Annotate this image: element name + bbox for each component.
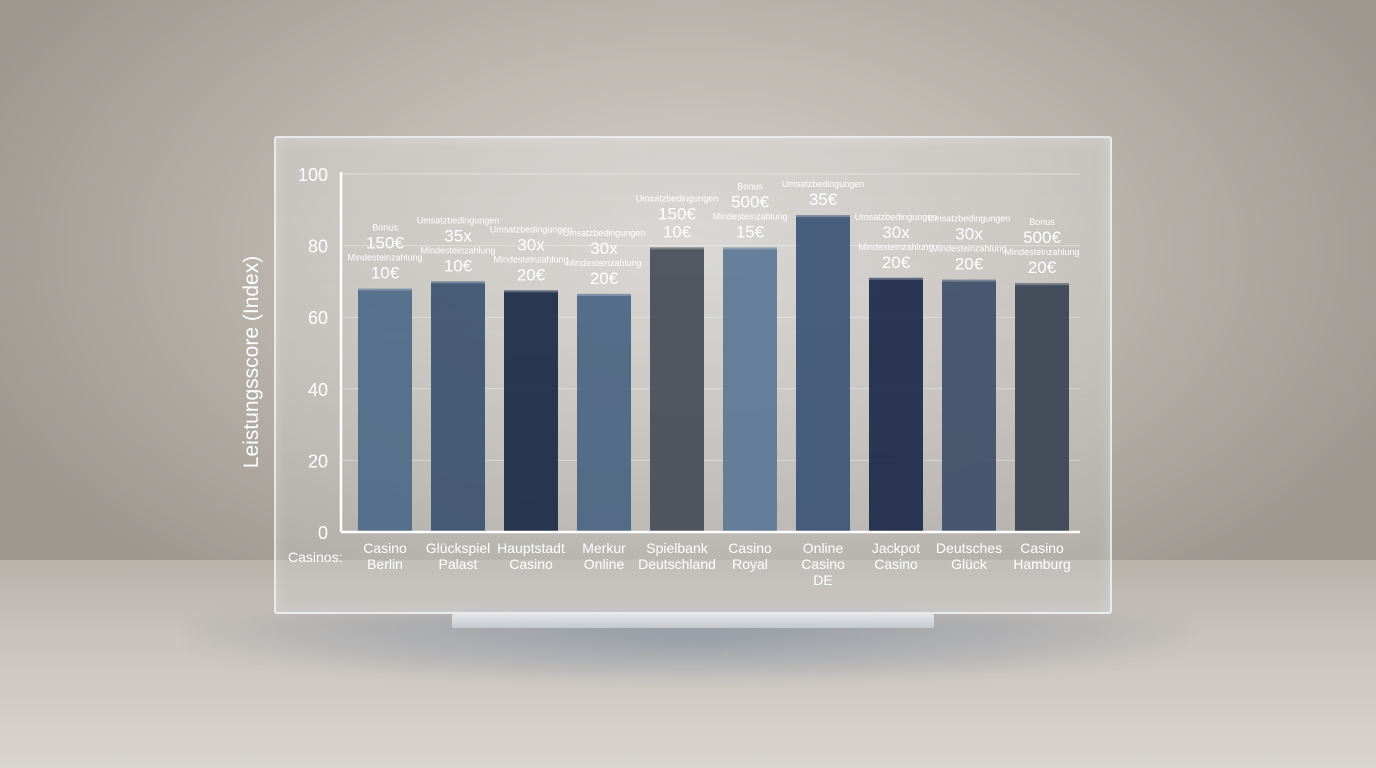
x-category-label: Glückspiel bbox=[426, 540, 491, 556]
bar bbox=[1015, 283, 1069, 532]
x-category-label: Merkur bbox=[582, 540, 626, 556]
bar-annotation-value: 30x bbox=[517, 235, 545, 254]
bar bbox=[942, 279, 996, 532]
bar bbox=[504, 290, 558, 532]
y-tick-label: 20 bbox=[308, 451, 328, 471]
bar-annotation-label: Mindesteinzahlung bbox=[931, 244, 1006, 254]
bar-annotation-value: 20€ bbox=[517, 265, 546, 284]
x-category-labels: CasinoBerlinGlückspielPalastHauptstadtCa… bbox=[363, 540, 1071, 588]
bar-highlight bbox=[431, 281, 485, 284]
bar-annotation-label: Mindesteinzahlung bbox=[566, 258, 641, 268]
bar-annotation-value: 30x bbox=[882, 223, 910, 242]
bar bbox=[650, 247, 704, 532]
x-category-label: Royal bbox=[732, 556, 768, 572]
bar-annotation-value: 35x bbox=[444, 226, 472, 245]
bar-annotation-value: 10€ bbox=[663, 222, 692, 241]
x-category-label: Casino bbox=[509, 556, 553, 572]
y-tick-label: 0 bbox=[318, 523, 328, 543]
bar-highlight bbox=[650, 247, 704, 250]
bar-annotation-label: Mindesteinzahlung bbox=[712, 211, 787, 221]
x-category-label: Casino bbox=[728, 540, 772, 556]
bar-annotation-label: Umsatzbedingungen bbox=[636, 193, 719, 203]
bar-annotation-label: Mindesteinzahlung bbox=[1004, 247, 1079, 257]
bar bbox=[796, 215, 850, 533]
bar-annotation-value: 15€ bbox=[736, 222, 765, 241]
bar-annotation-label: Mindesteinzahlung bbox=[420, 245, 495, 255]
bar-annotation-value: 30x bbox=[590, 239, 618, 258]
bar-highlight bbox=[358, 288, 412, 291]
x-category-label: Berlin bbox=[367, 556, 403, 572]
bar-annotation-label: Umsatzbedingungen bbox=[928, 214, 1011, 224]
axes bbox=[339, 172, 1080, 534]
bar-highlight bbox=[796, 215, 850, 218]
bar-annotation-label: Bonus bbox=[737, 181, 763, 191]
bar-annotation-value: 150€ bbox=[366, 234, 404, 253]
y-tick-label: 80 bbox=[308, 237, 328, 257]
floor bbox=[0, 560, 1376, 768]
y-axis-label: Leistungsscore (Index) bbox=[240, 256, 263, 468]
x-category-label: Palast bbox=[439, 556, 478, 572]
bar bbox=[869, 277, 923, 532]
x-category-label: Casino bbox=[801, 556, 845, 572]
bars bbox=[358, 215, 1069, 533]
bar-annotation-label: Umsatzbedingungen bbox=[782, 179, 865, 189]
bar-annotation-value: 150€ bbox=[658, 204, 696, 223]
bar bbox=[358, 288, 412, 532]
bar-annotation-value: 500€ bbox=[731, 192, 769, 211]
x-category-label: Hauptstadt bbox=[497, 540, 565, 556]
x-category-label: Hamburg bbox=[1013, 556, 1071, 572]
y-tick-labels: 0 20 40 60 80 100 bbox=[298, 165, 328, 543]
bar-annotation-label: Umsatzbedingungen bbox=[417, 215, 500, 225]
x-category-label: Online bbox=[803, 540, 844, 556]
x-category-label: Deutsches bbox=[936, 540, 1002, 556]
bar-annotation-label: Mindesteinzahlung bbox=[347, 253, 422, 263]
x-category-label: Casino bbox=[1020, 540, 1064, 556]
x-category-label: Casino bbox=[363, 540, 407, 556]
x-category-label: Casino bbox=[874, 556, 918, 572]
bar-annotation-label: Bonus bbox=[1029, 217, 1055, 227]
panel-stand bbox=[452, 614, 934, 628]
bar-highlight bbox=[869, 277, 923, 280]
bar bbox=[431, 281, 485, 532]
bar-annotation-label: Umsatzbedingungen bbox=[490, 224, 573, 234]
bar-annotation-label: Bonus bbox=[372, 223, 398, 233]
x-category-label: Online bbox=[584, 556, 625, 572]
x-category-label: Glück bbox=[951, 556, 988, 572]
bar-annotation-value: 20€ bbox=[955, 255, 984, 274]
bar-highlight bbox=[1015, 283, 1069, 286]
bar-highlight bbox=[723, 247, 777, 250]
x-category-label: Deutschland bbox=[638, 556, 716, 572]
bar-highlight bbox=[942, 279, 996, 282]
y-tick-label: 40 bbox=[308, 380, 328, 400]
bar-annotation-value: 20€ bbox=[590, 269, 619, 288]
bar bbox=[723, 247, 777, 532]
bar-annotation-value: 10€ bbox=[371, 264, 400, 283]
bar-annotation-value: 30x bbox=[955, 225, 983, 244]
y-tick-label: 60 bbox=[308, 308, 328, 328]
bar-annotations: 10€Mindesteinzahlung150€Bonus10€Mindeste… bbox=[347, 179, 1079, 288]
bar-highlight bbox=[577, 293, 631, 296]
bar-annotation-label: Mindesteinzahlung bbox=[858, 242, 933, 252]
bar-annotation-value: 35€ bbox=[809, 190, 838, 209]
y-tick-label: 100 bbox=[298, 165, 328, 185]
x-category-label: Spielbank bbox=[646, 540, 708, 556]
bar-annotation-value: 500€ bbox=[1023, 228, 1061, 247]
bar-annotation-label: Mindesteinzahlung bbox=[493, 254, 568, 264]
bar-annotation-label: Umsatzbedingungen bbox=[855, 212, 938, 222]
bar-annotation-label: Umsatzbedingungen bbox=[563, 228, 646, 238]
bar bbox=[577, 293, 631, 532]
x-category-label: Jackpot bbox=[872, 540, 920, 556]
x-category-label: DE bbox=[813, 572, 832, 588]
bar-annotation-value: 20€ bbox=[1028, 258, 1057, 277]
bar-annotation-value: 20€ bbox=[882, 253, 911, 272]
bar-highlight bbox=[504, 290, 558, 293]
x-axis-label: Casinos: bbox=[288, 549, 342, 565]
bar-annotation-value: 10€ bbox=[444, 256, 473, 275]
